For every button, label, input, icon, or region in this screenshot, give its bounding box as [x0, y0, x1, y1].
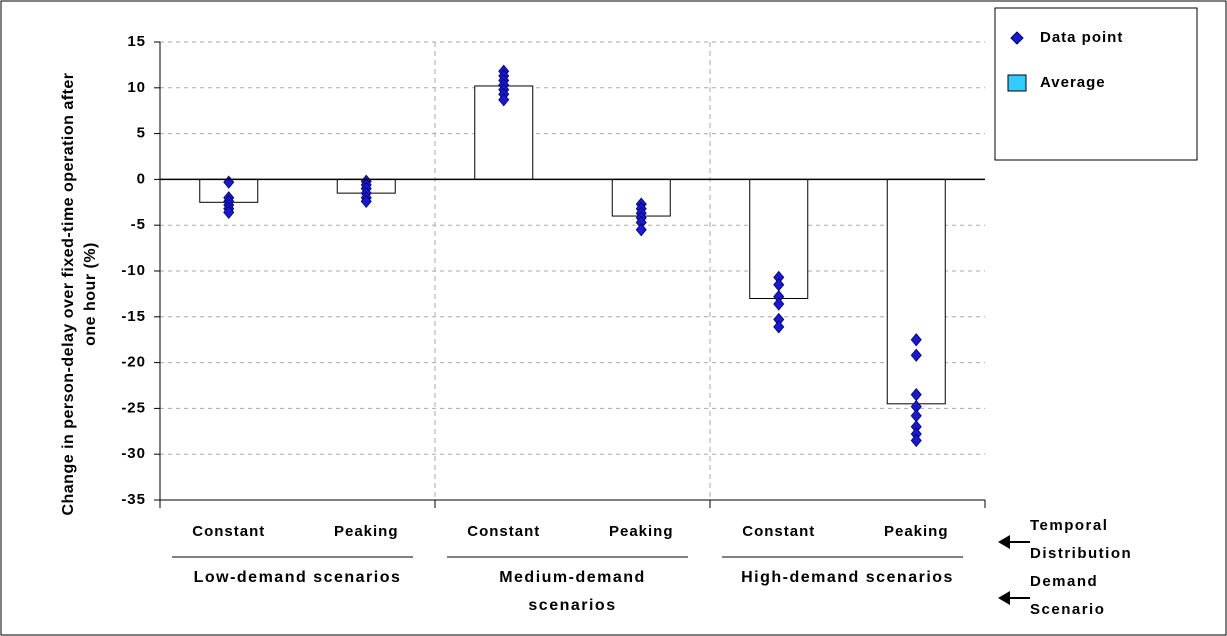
y-tick-label: -25	[121, 399, 146, 416]
x-tick-label: Constant	[467, 523, 540, 540]
y-tick-label: 15	[127, 33, 146, 50]
y-tick-label: -20	[121, 354, 146, 371]
data-point	[910, 333, 922, 347]
group-label: Medium-demand scenarios	[499, 569, 646, 614]
group-label: Low-demand scenarios	[193, 569, 402, 586]
legend-box	[994, 7, 1198, 161]
x-tick-label: Constant	[742, 523, 815, 540]
legend-marker	[1007, 74, 1027, 92]
bar	[886, 178, 946, 405]
y-tick-label: -15	[121, 308, 146, 325]
y-axis-label: Change in person-delay over fixed-time o…	[60, 72, 99, 516]
y-tick-label: 0	[137, 170, 146, 187]
x-tick-label: Constant	[192, 523, 265, 540]
data-point	[773, 297, 785, 311]
x-tick-label: Peaking	[334, 523, 399, 540]
group-label: High-demand scenarios	[741, 569, 954, 586]
x-tick-label: Peaking	[884, 523, 949, 540]
y-tick-label: -5	[131, 216, 146, 233]
legend-marker	[1010, 31, 1024, 45]
data-point	[773, 320, 785, 334]
y-tick-label: -30	[121, 445, 146, 462]
legend-label: Average	[1040, 74, 1106, 91]
data-point	[635, 223, 647, 237]
x-tick-label: Peaking	[609, 523, 674, 540]
y-tick-label: 5	[137, 125, 146, 142]
data-point	[360, 194, 372, 209]
data-point	[223, 205, 235, 220]
legend-label: Data point	[1040, 29, 1123, 46]
data-point	[910, 409, 922, 423]
arrow-head	[998, 535, 1010, 549]
arrow-head	[998, 591, 1010, 605]
y-tick-label: -35	[121, 491, 146, 508]
data-point	[910, 433, 922, 448]
annotation: Temporal Distribution	[1030, 517, 1133, 562]
data-point	[910, 348, 922, 362]
y-tick-label: -10	[121, 262, 146, 279]
y-tick-label: 10	[127, 79, 146, 96]
annotation: Demand Scenario	[1030, 573, 1106, 618]
data-point	[498, 93, 510, 107]
